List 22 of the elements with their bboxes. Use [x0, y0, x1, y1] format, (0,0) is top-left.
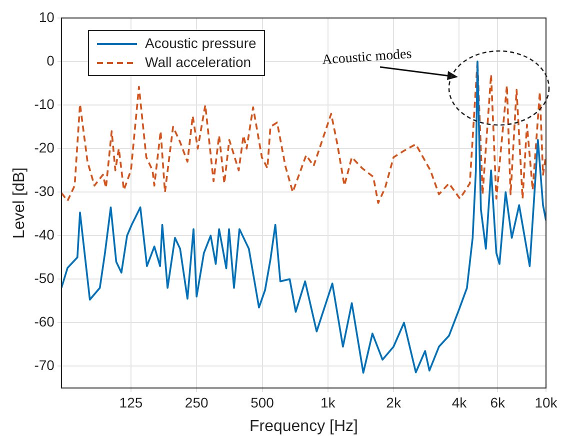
y-tick-label: -40 [34, 226, 55, 243]
x-tick-label: 2k [386, 394, 402, 410]
legend-label: Acoustic pressure [145, 34, 256, 53]
y-tick-label: -30 [34, 182, 55, 199]
y-axis-title: Level [dB] [11, 167, 28, 239]
x-tick-label: 125 [119, 394, 143, 410]
y-tick-label: -60 [34, 314, 55, 330]
y-tick-label: 10 [38, 8, 55, 25]
annotation: Acoustic modes [322, 46, 412, 70]
y-tick-label: -70 [34, 357, 55, 374]
x-tick-label: 4k [452, 394, 468, 410]
x-axis-title: Frequency [Hz] [249, 418, 358, 435]
y-tick-label: -50 [34, 270, 55, 286]
x-tick-label: 250 [184, 394, 208, 410]
x-tick-label: 1k [320, 394, 336, 410]
y-tick-label: -20 [34, 139, 55, 156]
legend-label: Wall acceleration [145, 53, 252, 72]
x-tick-label: 6k [490, 394, 506, 410]
x-tick-label: 10k [534, 394, 558, 410]
x-tick-label: 500 [250, 394, 274, 410]
y-tick-label: -10 [34, 96, 55, 112]
y-tick-label: 0 [46, 52, 55, 68]
